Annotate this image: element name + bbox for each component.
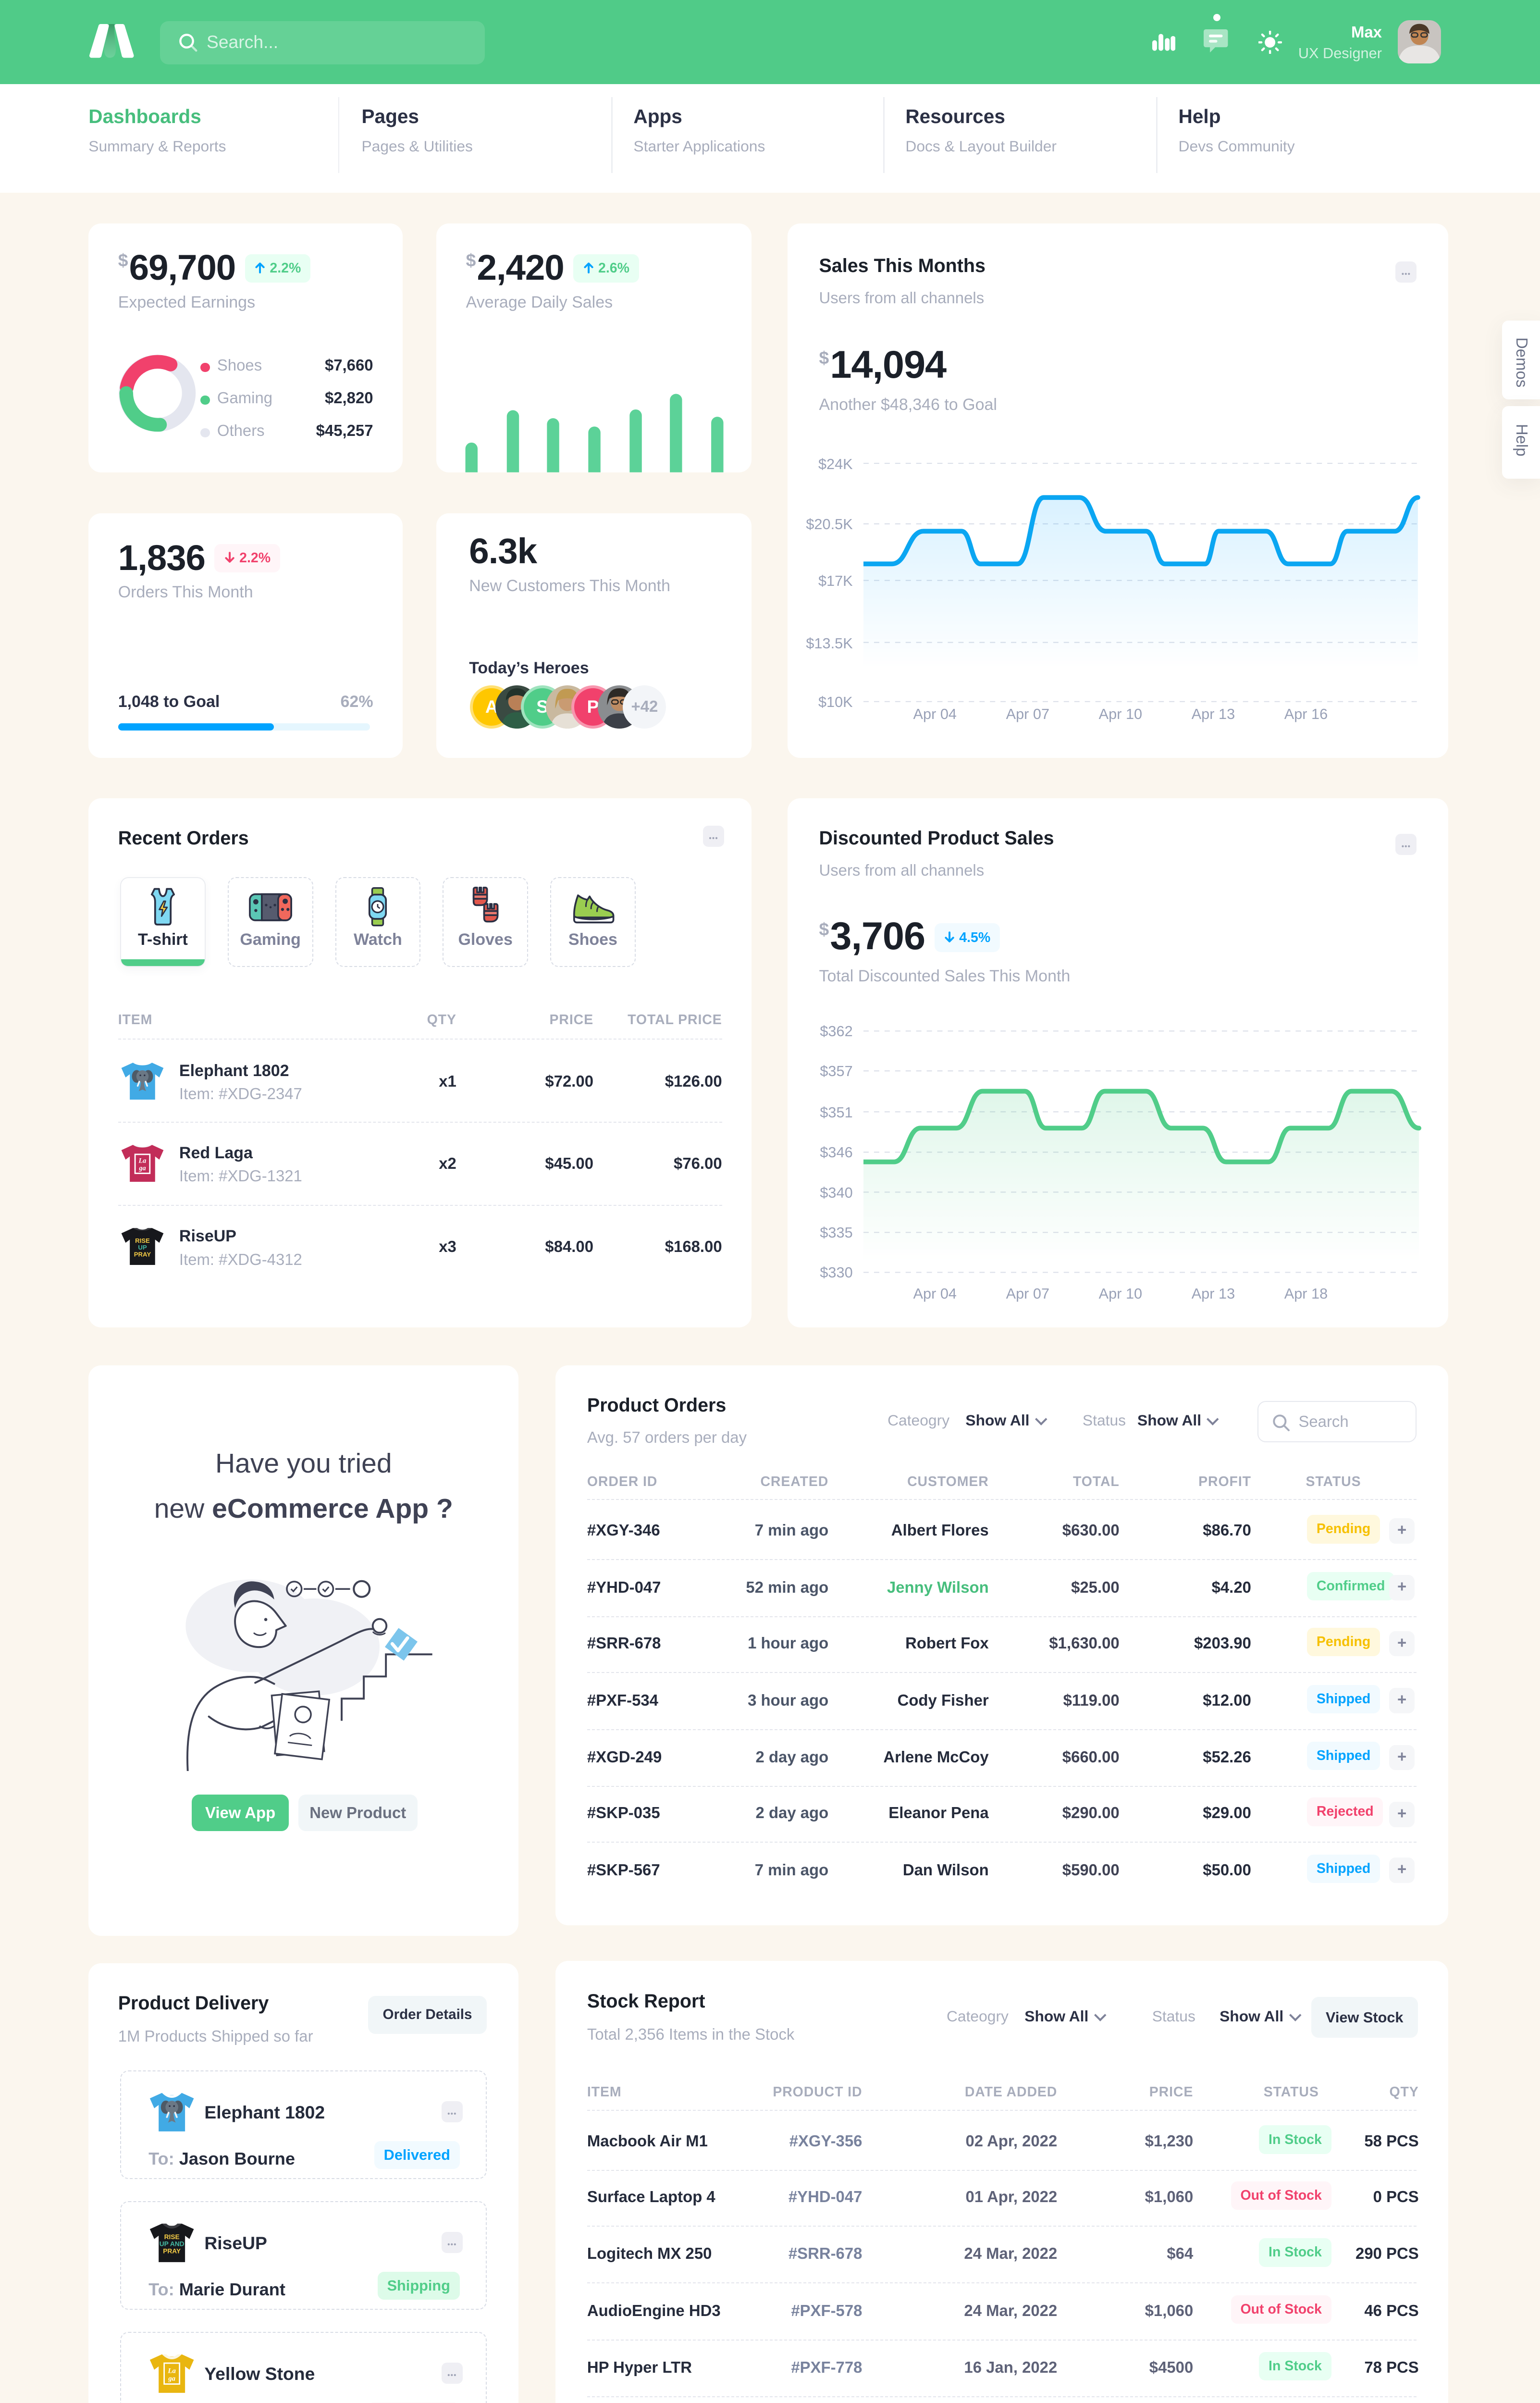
svg-text:UP: UP [138,1244,147,1251]
svg-text:ga: ga [138,1164,146,1172]
svg-text:RISE: RISE [164,2233,179,2241]
svg-text:La: La [138,1157,146,1165]
svg-text:PRAY: PRAY [134,1251,151,1258]
svg-text:La: La [167,2367,176,2375]
svg-text:RISE: RISE [135,1237,150,1244]
svg-text:UP AND: UP AND [159,2241,184,2248]
svg-text:ga: ga [168,2375,175,2383]
svg-text:PRAY: PRAY [163,2248,181,2255]
